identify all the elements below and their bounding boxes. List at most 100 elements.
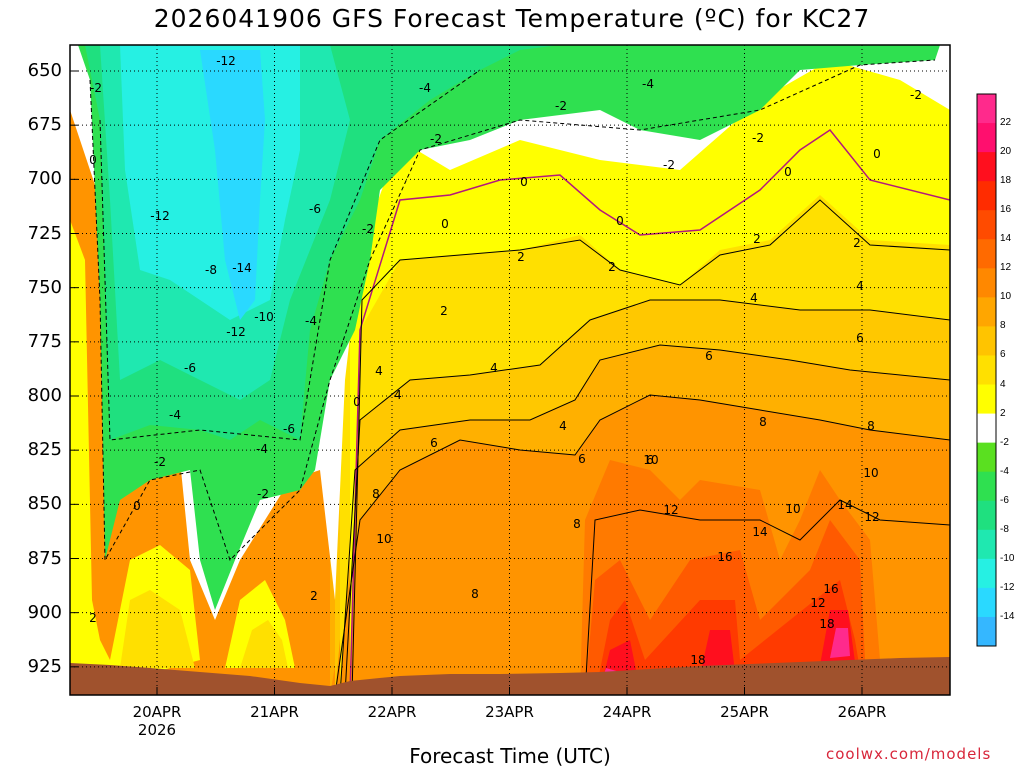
contour-label: -6	[184, 361, 196, 375]
colorbar-label: -10	[1000, 552, 1015, 564]
fill-cold-12	[200, 50, 265, 320]
contour-6	[339, 344, 950, 695]
contour-label: 2	[440, 304, 448, 318]
contour-label: 8	[573, 517, 581, 531]
contour-label: -4	[256, 442, 268, 456]
contour-label: 12	[810, 596, 825, 610]
x-tick-label: 21APR	[250, 703, 299, 721]
x-tick-label: 26APR	[837, 703, 887, 721]
contour-label: 2	[608, 260, 616, 274]
colorbar-label: -6	[1000, 494, 1009, 506]
colorbar-label: -4	[1000, 465, 1009, 477]
chart-title: 2026041906 GFS Forecast Temperature (ºC)…	[153, 4, 871, 33]
contour-label: 4	[750, 291, 758, 305]
contour-label: -12	[150, 209, 170, 223]
contour-label: 0	[353, 395, 361, 409]
colorbar-swatch	[977, 152, 996, 182]
contour-label: 18	[819, 617, 834, 631]
contour-label: 6	[578, 452, 586, 466]
colorbar-label: 14	[1000, 233, 1012, 245]
contour-label: 4	[559, 419, 567, 433]
contour-label: 0	[784, 165, 792, 179]
contour-label: -2	[362, 222, 374, 236]
colorbar-swatch	[977, 239, 996, 269]
colorbar-label: 18	[1000, 175, 1012, 187]
fill-midday-warm-3	[240, 620, 288, 668]
colorbar-swatch	[977, 384, 996, 415]
x-tick-label: 20APR	[132, 703, 182, 721]
contour-label: 10	[863, 466, 878, 480]
contour-label: -4	[642, 77, 654, 91]
contour-label: 18	[690, 653, 705, 667]
contour-label: 0	[441, 217, 449, 231]
contour-label: 8	[372, 487, 380, 501]
colorbar-swatch	[977, 442, 996, 473]
contour-label: 4	[375, 364, 383, 378]
contour-label: 2	[753, 232, 761, 246]
contour-label: 16	[717, 550, 732, 564]
contour-label: 8	[471, 587, 479, 601]
y-tick-label: 800	[27, 385, 62, 406]
contour-label: -2	[752, 131, 764, 145]
x-year-label: 2026	[137, 721, 177, 739]
y-tick-label: 900	[27, 601, 62, 623]
contour-label: -2	[90, 81, 102, 95]
y-tick-label: 850	[27, 493, 62, 515]
contour-label: 14	[837, 498, 852, 512]
colorbar-label: 16	[1000, 204, 1012, 216]
y-tick-label: 700	[27, 168, 62, 190]
contour-neg6	[99, 69, 481, 441]
y-tick-label: 650	[27, 60, 62, 81]
fill-hot-20	[600, 610, 855, 690]
contour-2	[351, 199, 950, 695]
contour-label: 6	[856, 331, 864, 345]
colorbar-swatch	[977, 181, 996, 211]
contour-8	[334, 394, 950, 695]
colorbar-swatch	[977, 326, 996, 356]
contour-12	[584, 499, 950, 695]
colorbar-frame	[976, 93, 997, 647]
colorbar-label: -12	[1000, 581, 1015, 593]
colorbar-label: -14	[1000, 610, 1015, 622]
contour-label: 6	[646, 453, 654, 467]
contour-label: -4	[305, 314, 317, 328]
y-tick-label: 875	[27, 547, 62, 569]
colorbar-swatch	[977, 210, 996, 240]
contour-label: -8	[205, 263, 217, 277]
contour-label: 8	[759, 415, 767, 429]
fill-hot-core-1	[830, 628, 850, 658]
x-tick-label: 22APR	[367, 703, 417, 721]
y-tick-label: 725	[27, 222, 62, 244]
contour-label: -12	[226, 325, 246, 339]
contour-label: -4	[419, 81, 431, 95]
contour-label: 14	[752, 525, 767, 539]
contour-label: 12	[864, 510, 879, 524]
colorbar-swatch	[977, 500, 996, 531]
colorbar-swatch	[977, 297, 996, 327]
site-credit: coolwx.com/models	[826, 745, 992, 763]
fill-left-warm	[70, 220, 200, 695]
colorbar-swatch	[977, 616, 996, 647]
contour-label: 0	[616, 214, 624, 228]
x-tick-label: 24APR	[602, 703, 652, 721]
colorbar-swatch	[977, 268, 996, 298]
contour-label: -2	[910, 88, 922, 102]
contour-label: 10	[643, 453, 658, 467]
contour-label: -2	[555, 99, 567, 113]
contour-label: -2	[663, 158, 675, 172]
x-tick-label: 23APR	[485, 703, 534, 721]
y-tick-label: 925	[27, 655, 62, 677]
contour-label: 16	[823, 582, 838, 596]
colorbar-label: 8	[1000, 320, 1006, 332]
contour-label: 4	[856, 279, 864, 293]
contour-label: 2	[89, 611, 97, 625]
contour-label: 10	[785, 502, 800, 516]
x-axis-label: Forecast Time (UTC)	[409, 744, 611, 768]
contour-label: -2	[257, 487, 269, 501]
contour-4	[344, 299, 950, 695]
contour-label: -6	[309, 202, 321, 216]
contour-label: 0	[133, 499, 141, 513]
contour-0	[349, 128, 950, 695]
colorbar-swatch	[977, 94, 996, 124]
